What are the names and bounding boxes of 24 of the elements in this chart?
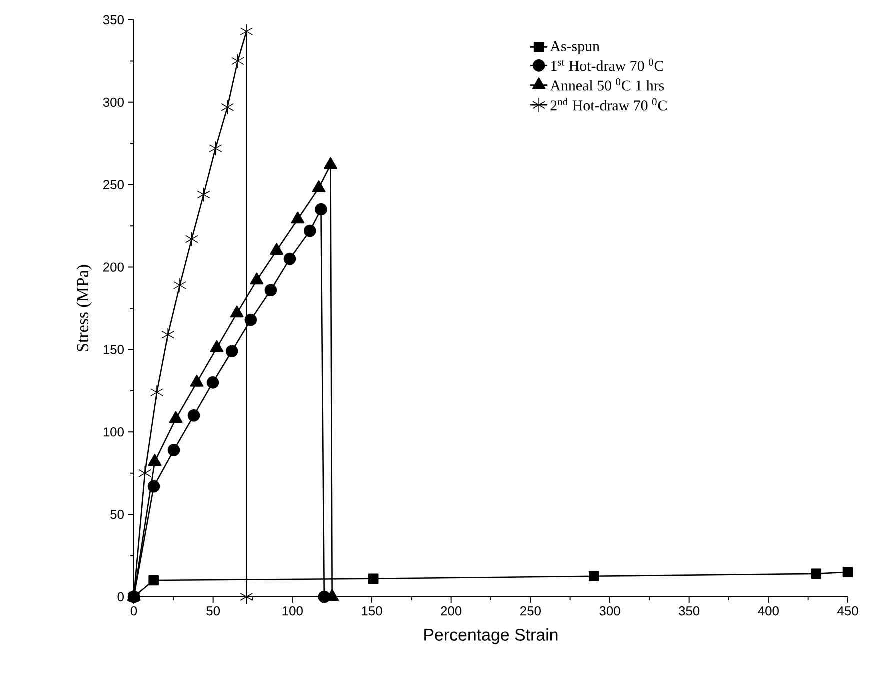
y-tick-label: 100 — [104, 428, 124, 437]
y-tick-label: 150 — [104, 345, 124, 354]
x-tick-label: 200 — [441, 606, 462, 616]
legend-label: 1$^{st}$ Hot-draw 70 $^{0}$C — [552, 58, 664, 72]
legend-label: 2$^{nd}$ Hot-draw 70 $^{0}$C — [550, 98, 667, 111]
y-tick-label: 250 — [104, 180, 124, 190]
legend-label: As-spun — [550, 42, 600, 55]
x-tick-label: 50 — [206, 606, 220, 616]
x-tick-label: 450 — [837, 606, 858, 616]
y-tick-label: 200 — [104, 262, 124, 272]
y-tick-label: 300 — [103, 98, 124, 108]
y-axis-title: Stress (MPa) — [76, 265, 92, 352]
x-tick-label: 0 — [130, 606, 138, 616]
x-tick-label: 100 — [282, 606, 303, 616]
x-tick-label: 350 — [679, 606, 700, 616]
x-tick-label: 300 — [600, 606, 620, 616]
x-tick-label: 250 — [520, 606, 541, 616]
x-axis-title: Percentage Strain — [424, 628, 558, 644]
y-tick-label: 50 — [110, 510, 124, 520]
y-tick-label: 350 — [103, 15, 124, 25]
legend-label: Anneal 50 $^{0}$C 1 hrs — [550, 78, 664, 91]
y-tick-label: 0 — [118, 592, 124, 602]
x-tick-label: 150 — [362, 606, 382, 616]
x-tick-label: 400 — [758, 606, 779, 616]
